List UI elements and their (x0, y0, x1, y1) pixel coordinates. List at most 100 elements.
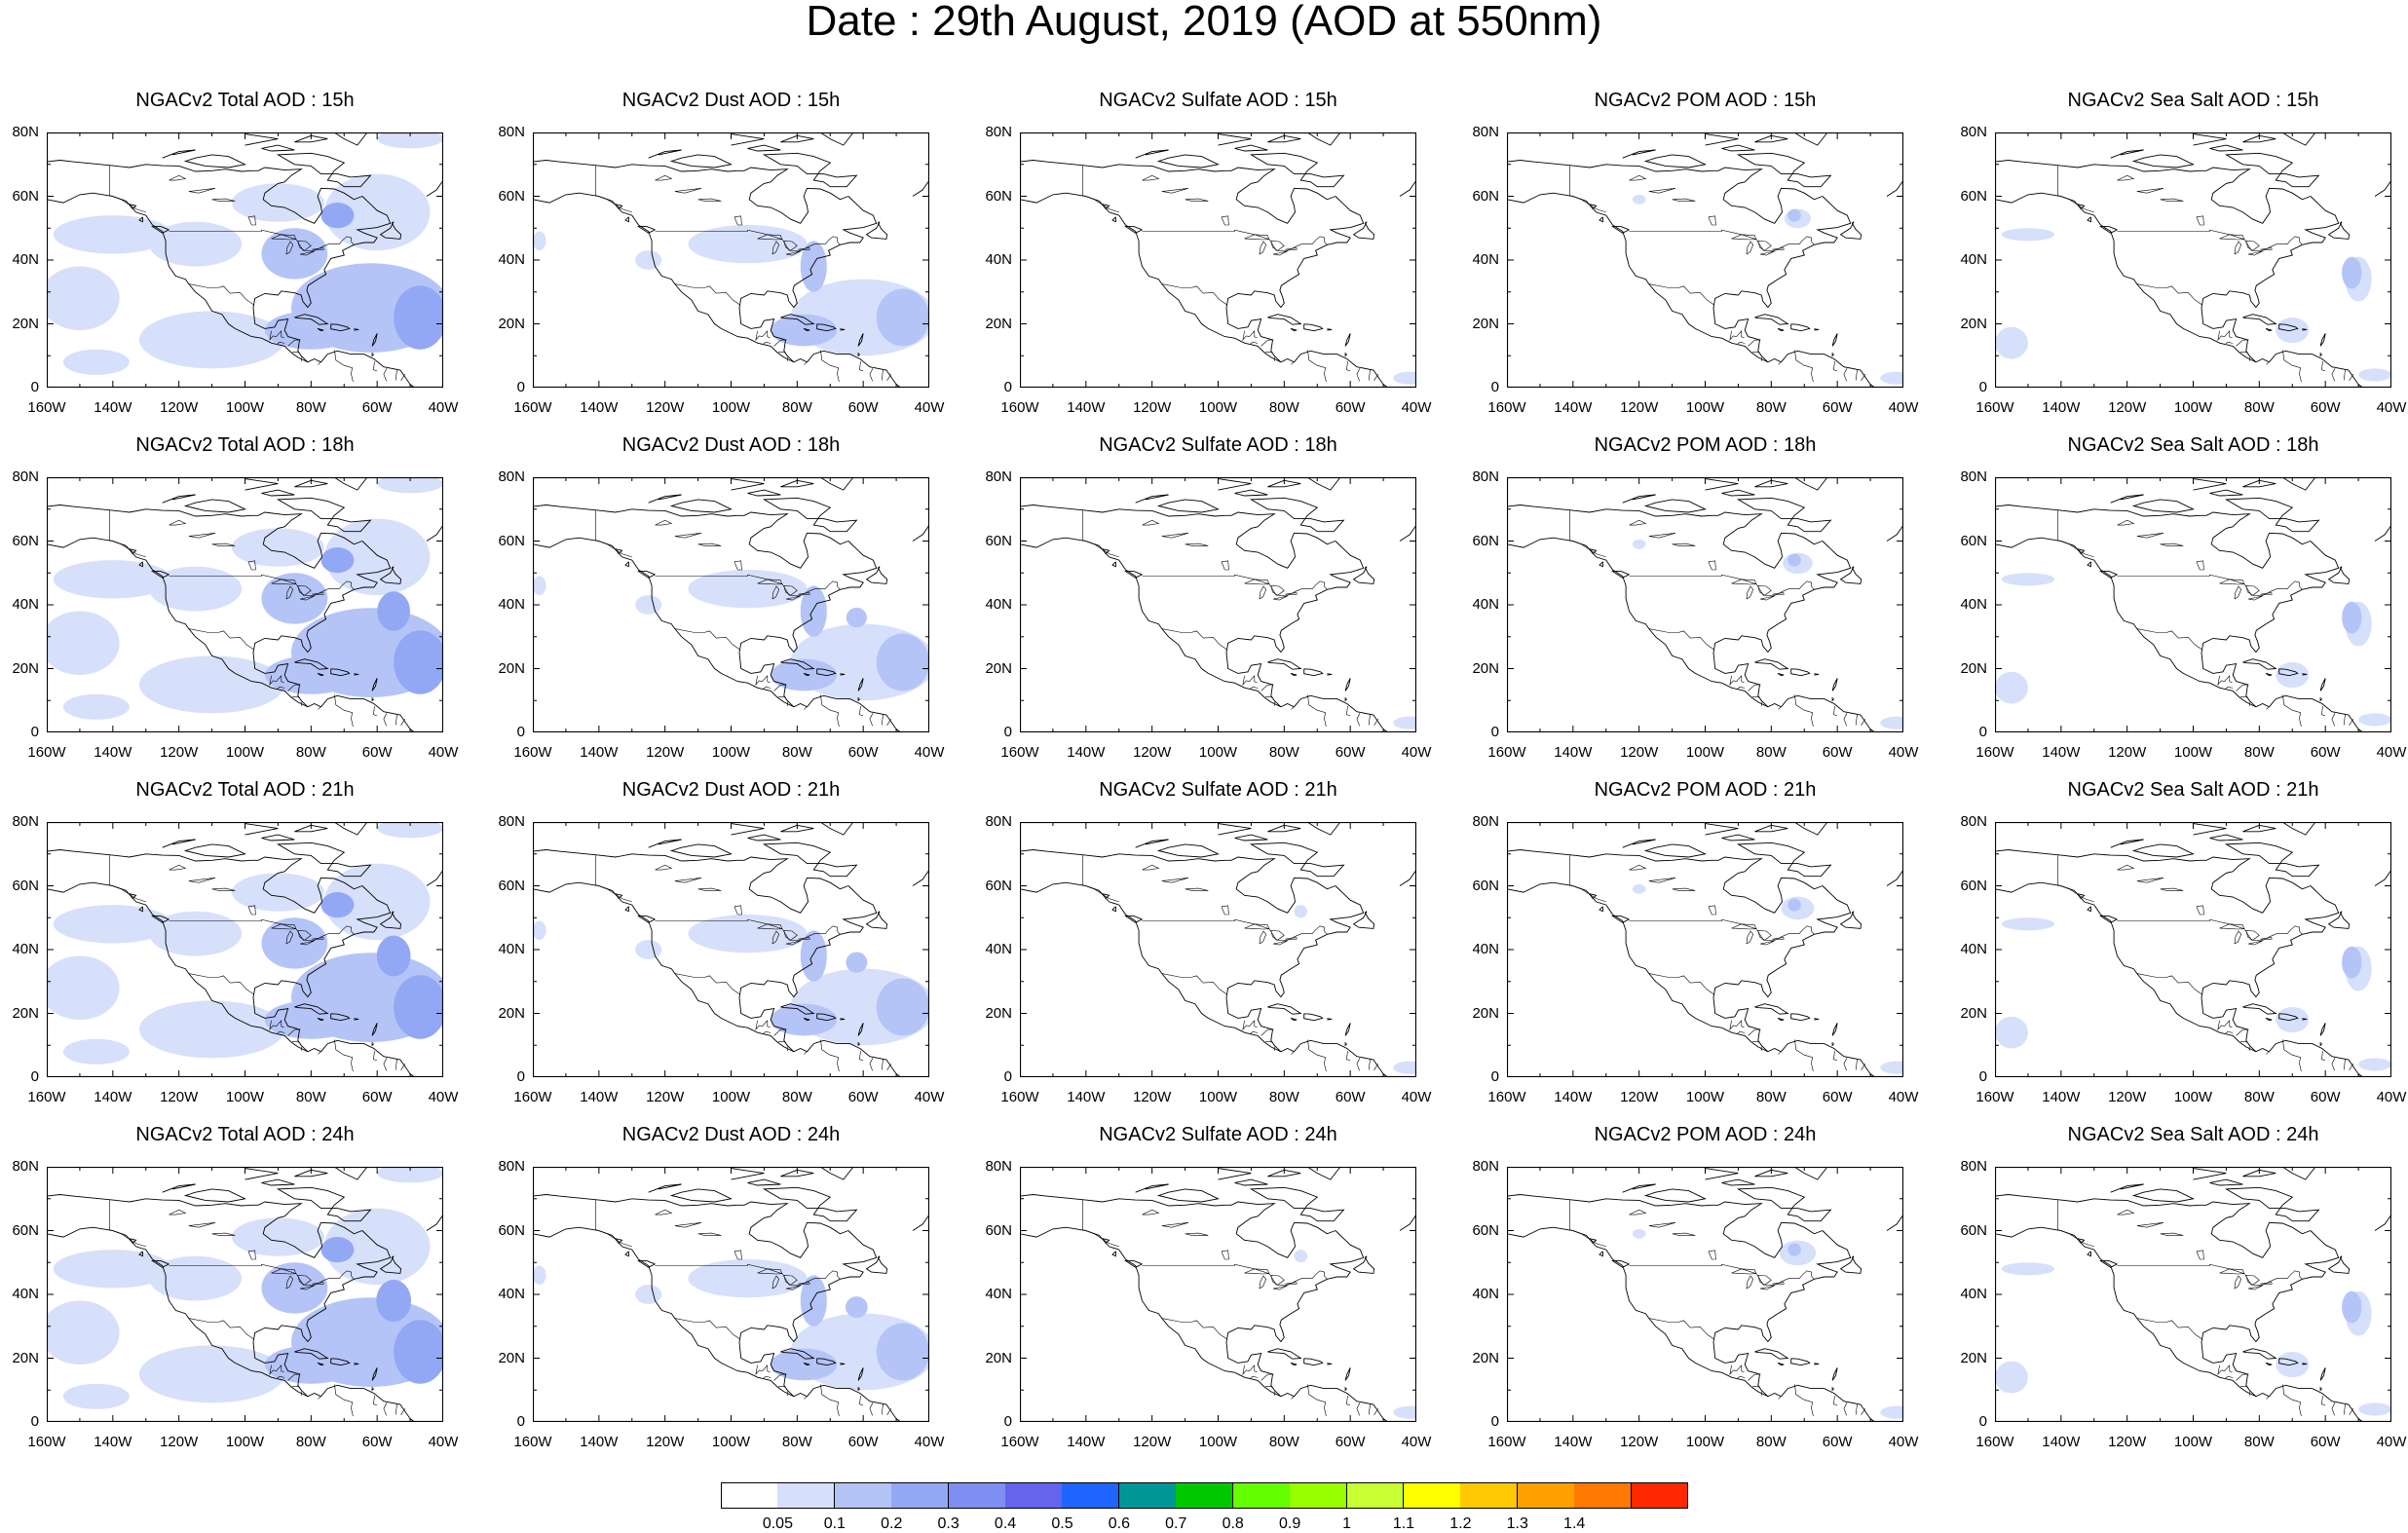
longitude-label: 40W (1402, 1089, 1432, 1105)
national-border (395, 715, 396, 726)
coastline (2266, 328, 2272, 330)
latitude-label: 0 (1491, 1413, 1499, 1430)
national-border (2350, 374, 2353, 381)
coastline (625, 217, 628, 222)
aod-shading (2358, 368, 2391, 381)
coastline (2088, 1252, 2090, 1256)
latitude-label: 0 (517, 379, 525, 395)
coastline (913, 525, 929, 541)
national-border (1856, 715, 1857, 726)
coastline (2194, 1169, 2227, 1180)
longitude-label: 100W (1199, 1089, 1237, 1105)
lake-outline (2161, 888, 2184, 890)
national-border (1730, 331, 1742, 340)
national-border (882, 370, 883, 381)
latitude-label: 0 (1491, 1068, 1499, 1085)
aod-shading (1295, 905, 1308, 917)
national-border (1742, 676, 1745, 683)
latitude-label: 40N (985, 941, 1012, 957)
longitude-label: 100W (226, 399, 264, 416)
lake-outline (1709, 906, 1716, 915)
coastline (1887, 870, 1903, 885)
coastline (1832, 1023, 1837, 1035)
coastline (820, 132, 853, 145)
longitude-label: 40W (2377, 1089, 2407, 1105)
longitude-label: 120W (2108, 744, 2146, 761)
lake-outline (1630, 520, 1646, 525)
national-border (805, 707, 807, 709)
colorbar-swatch (1347, 1482, 1405, 1509)
coastline (427, 1215, 443, 1230)
longitude-label: 100W (712, 1089, 750, 1105)
aod-shading (2342, 257, 2361, 289)
coastline (625, 1252, 628, 1256)
lake-outline (1649, 878, 1675, 882)
national-border (2226, 342, 2234, 344)
longitude-label: 40W (2377, 744, 2407, 761)
colorbar-label: 1.4 (1563, 1515, 1585, 1533)
longitude-label: 100W (2174, 399, 2212, 416)
longitude-label: 60W (2311, 1434, 2341, 1450)
coastline (1995, 505, 2311, 569)
coastline (748, 490, 781, 496)
national-border (1742, 1021, 1745, 1028)
national-border (2118, 919, 2303, 940)
coastline (334, 132, 367, 145)
coastline (1995, 1195, 2311, 1258)
coastline (1020, 538, 1390, 732)
lake-outline (2248, 1286, 2263, 1290)
longitude-label: 140W (580, 1434, 618, 1450)
latitude-label: 40N (12, 1286, 39, 1302)
lake-outline (1649, 1222, 1675, 1227)
national-border (768, 676, 771, 683)
national-border (1844, 713, 1847, 726)
coastline (1354, 912, 1374, 929)
longitude-label: 140W (580, 1089, 618, 1105)
national-border (1856, 1060, 1857, 1070)
lake-outline (1222, 561, 1229, 570)
coastline (1507, 882, 1877, 1077)
coastline (2111, 840, 2144, 847)
coastline (1345, 1042, 1347, 1045)
coastline (1304, 324, 1323, 331)
longitude-label: 120W (160, 744, 198, 761)
coastline (1219, 134, 1252, 146)
lake-outline (1673, 1233, 1696, 1235)
lake-outline (1747, 242, 1753, 254)
aod-shading (1633, 1229, 1646, 1239)
coastline (2133, 844, 2193, 857)
longitude-label: 60W (1336, 1089, 1366, 1105)
aod-shading (321, 1237, 355, 1262)
longitude-label: 100W (226, 1089, 264, 1105)
lake-outline (1747, 931, 1753, 944)
national-border (319, 362, 320, 364)
latitude-label: 80N (985, 468, 1012, 485)
coastline (867, 567, 887, 584)
coastline (1832, 333, 1837, 346)
latitude-label: 40N (498, 1286, 525, 1302)
latitude-label: 60N (985, 878, 1012, 894)
lake-outline (2161, 1233, 2184, 1235)
coastline (1327, 1364, 1332, 1365)
national-border (778, 696, 785, 697)
latitude-label: 0 (517, 1413, 525, 1430)
coastline (1995, 538, 2365, 732)
longitude-label: 160W (27, 399, 65, 416)
longitude-label: 120W (646, 744, 684, 761)
national-border (1779, 1052, 1781, 1054)
longitude-label: 160W (1487, 399, 1525, 416)
national-border (1844, 1058, 1847, 1070)
map-sulfate-0 (1020, 132, 1416, 388)
coastline (748, 145, 781, 151)
national-border (859, 706, 863, 716)
national-border (292, 696, 299, 697)
national-border (1243, 331, 1255, 340)
coastline (2375, 180, 2391, 196)
coastline (625, 907, 628, 912)
aod-shading (1393, 717, 1416, 729)
longitude-label: 100W (226, 744, 264, 761)
aod-shading (1787, 554, 1801, 567)
latitude-label: 40N (498, 251, 525, 268)
longitude-label: 100W (1199, 1434, 1237, 1450)
longitude-label: 120W (160, 399, 198, 416)
